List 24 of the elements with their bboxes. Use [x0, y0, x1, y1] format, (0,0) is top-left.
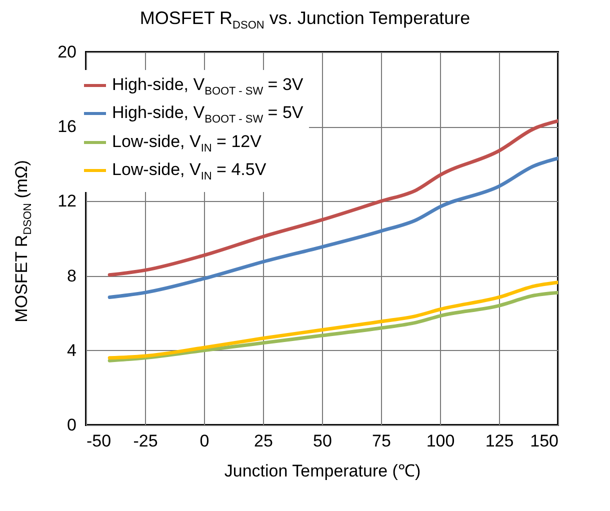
- legend-label: High-side, V$_{BOOT - SW}$ = 3V: [112, 75, 304, 98]
- x-tick-label: 50: [313, 432, 332, 450]
- x-tick-label: -50: [86, 432, 112, 450]
- x-axis-title: Junction Temperature (℃): [224, 462, 421, 480]
- x-tick-label: 150: [530, 432, 558, 450]
- y-tick-label: 12: [58, 192, 76, 211]
- y-tick-label: 0: [67, 416, 76, 434]
- legend-label: Low-side, V$_{IN}$ = 12V: [112, 132, 262, 154]
- line-series: [108, 156, 558, 299]
- legend-label: High-side, V$_{BOOT - SW}$ = 5V: [112, 103, 304, 126]
- legend-label: Low-side, V$_{IN}$ = 4.5V: [112, 160, 266, 183]
- x-tick-label: 0: [200, 432, 210, 450]
- y-tick-label: 20: [58, 42, 76, 62]
- x-tick-label: 125: [485, 432, 514, 450]
- line-series: [108, 280, 558, 360]
- x-tick-label: 25: [254, 432, 273, 450]
- line-series: [108, 290, 558, 362]
- x-tick-label: -25: [133, 432, 158, 450]
- y-tick-label: 8: [67, 266, 76, 286]
- x-tick-label: 100: [426, 432, 455, 450]
- y-tick-label: 16: [58, 117, 76, 136]
- x-tick-label: 75: [372, 432, 391, 450]
- y-tick-label: 4: [67, 340, 76, 360]
- chart-title: MOSFET R$_{DSON}$ vs. Junction Temperature: [138, 8, 472, 32]
